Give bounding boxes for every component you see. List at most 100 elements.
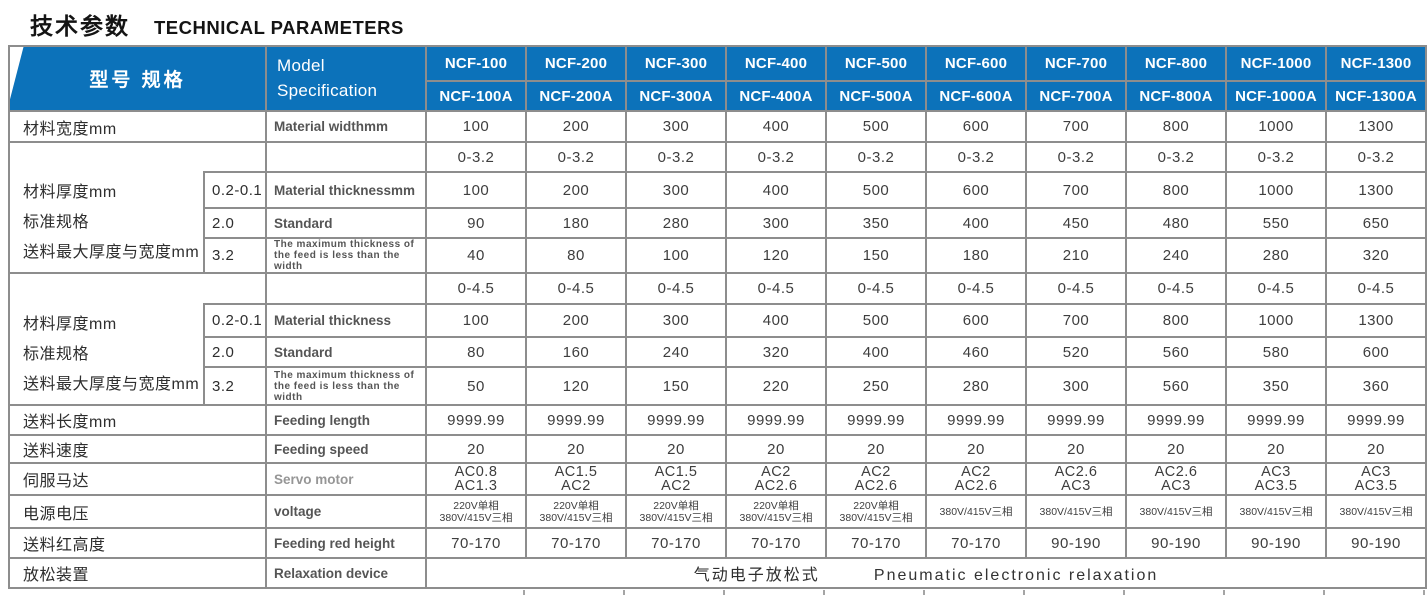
row-block1-standard: 2.0 Standard 90 180 280 300 350 400 450 480 550 6…	[9, 207, 1427, 239]
model-header-cell: NCF-800	[1125, 45, 1227, 82]
block1-standard-value: 180	[525, 207, 627, 239]
block2-max-en-line1: The maximum thickness of	[274, 369, 415, 381]
material-width-value: 100	[425, 110, 527, 143]
block1-max-value: 120	[725, 237, 827, 274]
servo-motor-value: AC3 AC3.5	[1225, 462, 1327, 496]
model-spec-en-line1: Model	[277, 55, 325, 75]
block1-standard-value: 450	[1025, 207, 1127, 239]
servo-motor-value: AC2 AC2.6	[825, 462, 927, 496]
model-header-cell: NCF-300	[625, 45, 727, 82]
block2-standard-value: 240	[625, 336, 727, 368]
material-width-value: 400	[725, 110, 827, 143]
block1-standard-sub: 2.0	[203, 207, 267, 239]
block2-standard-value: 560	[1125, 336, 1227, 368]
block2-labels-cn: 材料厚度mm 标准规格 送料最大厚度与宽度mm	[8, 272, 205, 406]
block1-label-max: 送料最大厚度与宽度mm	[23, 244, 200, 261]
title-cn: 技术参数	[30, 13, 130, 39]
voltage-value: 380V/415V三相	[925, 494, 1027, 529]
row-block1-max: 3.2 The maximum thickness of the feed is…	[9, 237, 1427, 274]
block1-thickness-value: 1000	[1225, 171, 1327, 209]
block1-thickness-sub: 0.2-0.1	[203, 171, 267, 209]
material-width-value: 500	[825, 110, 927, 143]
servo-motor-value: AC2.6 AC3	[1125, 462, 1227, 496]
feeding-length-value: 9999.99	[625, 404, 727, 436]
feeding-speed-label-cn: 送料速度	[8, 434, 267, 464]
block1-empty-sub-cell	[204, 141, 267, 173]
block2-standard-value: 400	[825, 336, 927, 368]
block1-standard-value: 300	[725, 207, 827, 239]
servo-motor-value: AC2.6 AC3	[1025, 462, 1127, 496]
block2-standard-value: 160	[525, 336, 627, 368]
block1-max-value: 100	[625, 237, 727, 274]
block2-max-value: 280	[925, 366, 1027, 406]
feeding-speed-value: 20	[725, 434, 827, 464]
voltage-value: 220V单相 380V/415V三相	[525, 494, 627, 529]
block2-thickness-value: 500	[825, 303, 927, 338]
block2-max-value: 150	[625, 366, 727, 406]
block1-max-value: 320	[1325, 237, 1427, 274]
block1-thickness-value: 400	[725, 171, 827, 209]
voltage-label-cn: 电源电压	[8, 494, 267, 529]
block2-thickness-value: 600	[925, 303, 1027, 338]
block2-thickness-value: 400	[725, 303, 827, 338]
feeding-length-value: 9999.99	[1325, 404, 1427, 436]
block2-empty-spec-cell	[265, 272, 427, 305]
block2-max-value: 350	[1225, 366, 1327, 406]
block1-thickness-value: 600	[925, 171, 1027, 209]
block1-labels-cn: 材料厚度mm 标准规格 送料最大厚度与宽度mm	[8, 141, 205, 274]
block2-standard-value: 580	[1225, 336, 1327, 368]
model-spec-cn-label: 型号 规格	[89, 70, 186, 91]
material-width-label-en: Material widthmm	[265, 110, 427, 143]
block1-standard-value: 550	[1225, 207, 1327, 239]
block1-label-standard: 标准规格	[23, 214, 90, 231]
red-height-value: 90-190	[1225, 527, 1327, 559]
voltage-value: 220V单相 380V/415V三相	[825, 494, 927, 529]
block2-max-value: 560	[1125, 366, 1227, 406]
red-height-value: 70-170	[525, 527, 627, 559]
model-a-header-cell: NCF-1000A	[1225, 80, 1327, 112]
block1-max-en-line1: The maximum thickness of	[274, 239, 415, 250]
block2-range-value: 0-4.5	[825, 272, 927, 305]
model-a-header-cell: NCF-1300A	[1325, 80, 1427, 112]
voltage-value: 380V/415V三相	[1325, 494, 1427, 529]
block2-thickness-value: 100	[425, 303, 527, 338]
block1-max-label-en: The maximum thickness of the feed is les…	[265, 237, 427, 274]
row-block1-range: 材料厚度mm 标准规格 送料最大厚度与宽度mm 0-3.2 0-3.2 0-3.2 0…	[8, 141, 1427, 274]
feeding-speed-value: 20	[1125, 434, 1227, 464]
block1-range-value: 0-3.2	[625, 141, 727, 173]
model-a-header-cell: NCF-400A	[725, 80, 827, 112]
servo-motor-label-cn: 伺服马达	[8, 462, 267, 496]
block2-max-en-line2: the feed is less than the width	[274, 380, 400, 403]
feeding-speed-value: 20	[1325, 434, 1427, 464]
block1-max-value: 210	[1025, 237, 1127, 274]
servo-motor-value: AC2 AC2.6	[725, 462, 827, 496]
block2-range-value: 0-4.5	[625, 272, 727, 305]
model-a-header-cell: NCF-800A	[1125, 80, 1227, 112]
relaxation-value-en: Pneumatic electronic relaxation	[873, 567, 1159, 584]
material-width-value: 700	[1025, 110, 1127, 143]
block2-range-value: 0-4.5	[1225, 272, 1327, 305]
block2-max-value: 360	[1325, 366, 1427, 406]
block2-standard-value: 520	[1025, 336, 1127, 368]
block1-range-value: 0-3.2	[1125, 141, 1227, 173]
model-header-cell: NCF-100	[425, 45, 527, 82]
block1-standard-value: 650	[1325, 207, 1427, 239]
voltage-value: 220V单相 380V/415V三相	[425, 494, 527, 529]
voltage-value: 220V单相 380V/415V三相	[725, 494, 827, 529]
block2-range-value: 0-4.5	[925, 272, 1027, 305]
feeding-length-value: 9999.99	[1125, 404, 1227, 436]
row-block2-thickness: 0.2-0.1 Material thickness 100 200 300 400 5…	[9, 303, 1427, 338]
block1-range-value: 0-3.2	[1225, 141, 1327, 173]
row-block2-max: 3.2 The maximum thickness of the feed is…	[9, 366, 1427, 406]
block1-max-value: 180	[925, 237, 1027, 274]
block1-range-value: 0-3.2	[925, 141, 1027, 173]
model-a-header-cell: NCF-200A	[525, 80, 627, 112]
voltage-value: 380V/415V三相	[1025, 494, 1127, 529]
block1-empty-spec-cell	[265, 141, 427, 173]
feeding-speed-value: 20	[825, 434, 927, 464]
block2-label-max: 送料最大厚度与宽度mm	[23, 376, 200, 393]
block1-label-thickness: 材料厚度mm	[23, 184, 117, 201]
row-servo-motor: 伺服马达 Servo motor AC0.8 AC1.3 AC1.5 AC2 AC1.5…	[8, 462, 1427, 496]
model-a-header-cell: NCF-100A	[425, 80, 527, 112]
block1-standard-value: 480	[1125, 207, 1227, 239]
